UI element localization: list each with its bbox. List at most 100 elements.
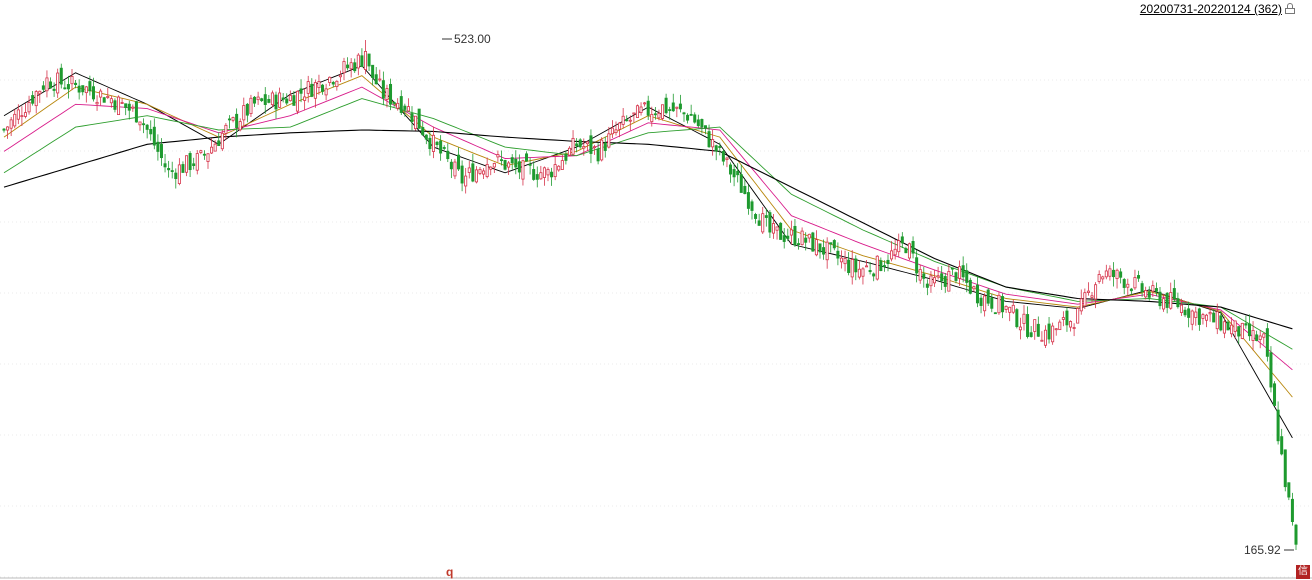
candle-body [23,112,27,117]
candle [510,154,514,170]
candle-body [743,185,747,195]
info-corner-icon[interactable]: 信 [1296,565,1310,579]
candle [532,161,536,181]
candle [202,150,206,160]
candle [596,143,600,165]
annotations: 523.00 165.92 [442,32,1294,557]
candle [639,102,643,116]
candle [922,266,926,288]
candle-body [603,142,607,151]
candle [342,57,346,81]
candle-body [149,129,153,135]
candle [210,138,214,155]
candle [546,167,550,182]
candle-body [331,81,335,85]
candle [911,236,915,259]
candle [6,126,10,139]
moving-average-line [3,75,1293,398]
candle [1233,320,1237,339]
candle [1119,268,1123,284]
candle [1219,310,1223,332]
candle-body [643,102,647,105]
candle [972,285,976,292]
lock-icon[interactable] [1285,3,1295,14]
candle-body [356,54,360,69]
candle-body [439,140,443,154]
candle [1026,306,1030,339]
candle [857,260,861,280]
candle [521,159,525,186]
candle [1265,323,1269,362]
date-range-label[interactable]: 20200731-20220124 (362) [1139,2,1282,16]
candle-body [489,166,493,170]
candle [381,71,385,106]
candle-body [106,95,110,99]
candle [299,79,303,103]
candle [535,166,539,188]
candle-body [360,55,364,67]
candle-body [793,225,797,246]
candle [1194,306,1198,326]
candle-body [446,150,450,160]
candle [557,165,561,172]
candle-body [453,161,457,177]
candle-body [1197,308,1201,325]
candle-body [900,236,904,244]
candle-body [213,143,217,152]
candle [700,118,704,134]
candle [635,104,639,118]
candle [482,168,486,180]
candle [338,70,342,82]
candle-body [1094,284,1098,300]
candle-body [295,90,299,112]
candle-body [389,83,393,105]
candle [253,96,257,108]
candle [31,91,35,106]
candle [725,156,729,168]
candle-body [109,98,113,104]
candle-body [997,294,1001,314]
candle [278,87,282,108]
candle [854,255,858,281]
candle [235,108,239,138]
candle-body [1115,269,1119,280]
moving-average-line [3,98,1293,350]
candle [1104,264,1108,280]
candle-body [220,132,224,150]
candle-body [306,81,310,94]
candle-body [1076,308,1080,324]
candle [1276,401,1280,445]
moving-average-line [3,86,1293,371]
candle [1090,292,1094,303]
candle-body [460,165,464,184]
candle [564,150,568,165]
candle [582,138,586,156]
candle [560,154,564,170]
candle-body [131,106,135,109]
candle [217,132,221,146]
candle [1058,319,1062,331]
candle-body [367,53,371,67]
moving-average-lines [3,65,1293,439]
candle-body [1008,306,1012,313]
candle-body [1262,333,1266,338]
candle [378,69,382,82]
candle-body [1043,329,1047,346]
candle [825,237,829,269]
candle-body [342,61,346,74]
candle [1290,492,1294,526]
candle [990,293,994,313]
candle [38,90,42,103]
candle-body [127,103,131,111]
candle-body [392,101,396,104]
candle [650,106,654,127]
candle [1151,280,1155,298]
candle [933,269,937,287]
candle-body [378,78,382,81]
candle [1018,317,1022,340]
candle [822,239,826,260]
candle [9,117,13,137]
candle-body [832,240,836,249]
candle [553,156,557,181]
